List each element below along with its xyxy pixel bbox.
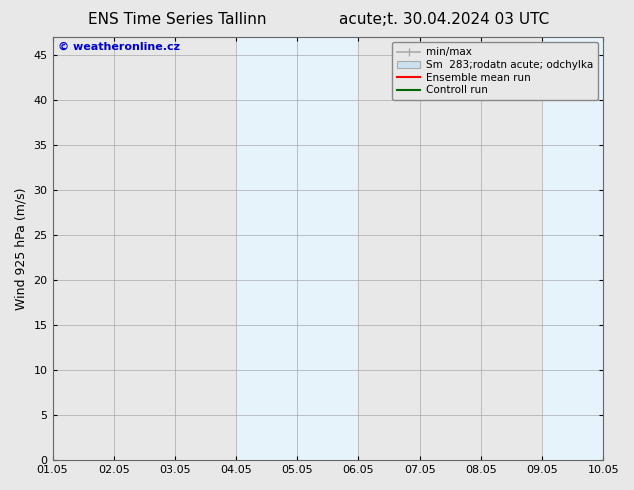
- Text: © weatheronline.cz: © weatheronline.cz: [58, 41, 180, 51]
- Text: ENS Time Series Tallinn: ENS Time Series Tallinn: [88, 12, 267, 27]
- Bar: [236, 37, 297, 460]
- Text: acute;t. 30.04.2024 03 UTC: acute;t. 30.04.2024 03 UTC: [339, 12, 549, 27]
- Legend: min/max, Sm  283;rodatn acute; odchylka, Ensemble mean run, Controll run: min/max, Sm 283;rodatn acute; odchylka, …: [392, 42, 598, 100]
- Bar: [297, 37, 358, 460]
- Bar: [297, 37, 358, 460]
- Bar: [542, 37, 603, 460]
- Bar: [542, 37, 603, 460]
- Bar: [603, 37, 634, 460]
- Y-axis label: Wind 925 hPa (m/s): Wind 925 hPa (m/s): [15, 187, 28, 310]
- Bar: [236, 37, 297, 460]
- Bar: [603, 37, 634, 460]
